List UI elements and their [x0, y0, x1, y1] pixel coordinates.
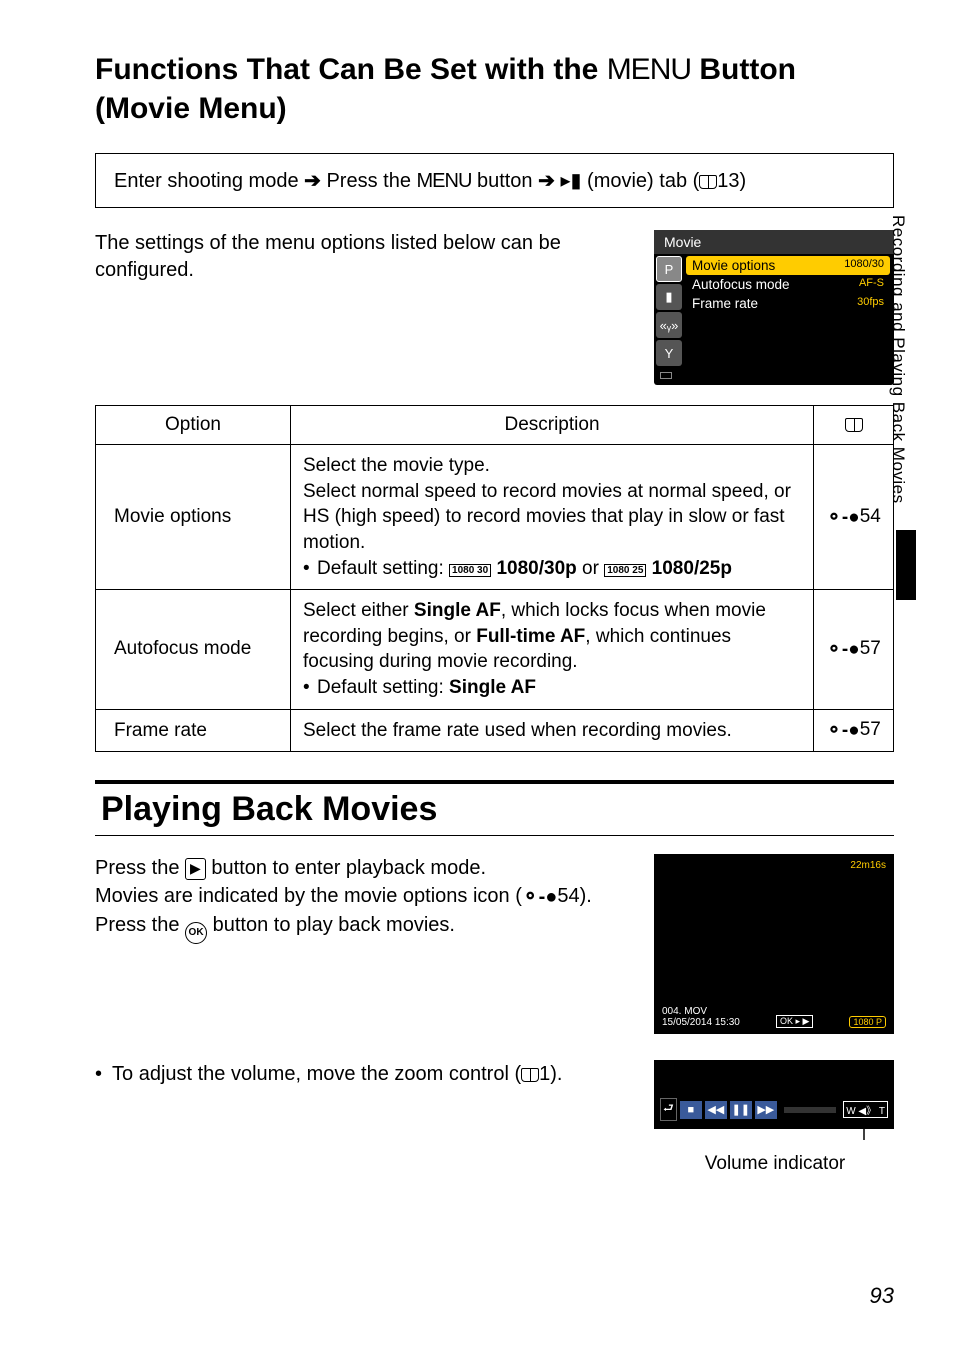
playback-text: Press the ▶ button to enter playback mod… [95, 854, 636, 1034]
forward-icon: ▶▶ [755, 1101, 777, 1119]
col-description: Description [291, 406, 814, 445]
intro-text: The settings of the menu options listed … [95, 230, 634, 385]
progress-bar [784, 1107, 836, 1113]
arrow-icon: ➔ [538, 170, 555, 192]
pause-icon: ❚❚ [730, 1101, 752, 1119]
lcd-ok-play: OK ▸ ▶ [776, 1015, 813, 1028]
table-row: Autofocus mode Select either Single AF, … [96, 590, 894, 710]
menu-row: Autofocus mode AF-S [686, 275, 890, 294]
return-icon: ⮐ [660, 1098, 677, 1121]
menu-tab-wifi: «ᵧ» [656, 312, 682, 338]
menu-tab-setup: Y [656, 340, 682, 366]
page-heading: Functions That Can Be Set with the MENU … [95, 50, 894, 128]
volume-indicator-caption: Volume indicator [650, 1153, 900, 1175]
volume-wt-indicator: W ◀》 T [843, 1101, 888, 1118]
reference-icon: ⚬-● [826, 719, 860, 742]
menu-tab-p: P [656, 256, 682, 282]
instruction-box: Enter shooting mode ➔ Press the MENU but… [95, 153, 894, 208]
col-option: Option [96, 406, 291, 445]
lcd-quality-badge: 1080 P [849, 1016, 886, 1028]
menu-title: Movie [654, 230, 894, 254]
stop-icon: ■ [680, 1101, 702, 1119]
quality-icon: 1080 25 [604, 564, 646, 577]
lcd-timer: 22m16s [850, 860, 886, 871]
bullet-icon: • [95, 1060, 102, 1088]
movie-menu-screenshot: Movie P ▮ «ᵧ» Y Movie options 1080/30 Au… [654, 230, 894, 385]
book-icon [521, 1068, 539, 1082]
table-row: Frame rate Select the frame rate used wh… [96, 709, 894, 752]
rewind-icon: ◀◀ [705, 1101, 727, 1119]
col-reference [814, 406, 894, 445]
volume-lcd-screenshot: ⮐ ■ ◀◀ ❚❚ ▶▶ W ◀》 T [654, 1060, 894, 1129]
book-icon [699, 175, 717, 189]
battery-icon [660, 372, 672, 379]
playback-lcd-screenshot: 22m16s 004. MOV 15/05/2014 15:30 OK ▸ ▶ … [654, 854, 894, 1034]
quality-icon: 1080 30 [449, 564, 491, 577]
side-section-marker [896, 530, 916, 600]
reference-icon: ⚬-● [826, 506, 860, 529]
movie-tab-icon: ▸▮ [560, 170, 581, 192]
menu-tab-strip: P ▮ «ᵧ» Y [654, 254, 684, 368]
options-table: Option Description Movie options Select … [95, 405, 894, 752]
lcd-date: 15/05/2014 15:30 [662, 1017, 740, 1028]
menu-row: Movie options 1080/30 [686, 256, 890, 275]
menu-row: Frame rate 30fps [686, 294, 890, 313]
ok-button-icon: OK [185, 922, 207, 944]
side-section-label: Recording and Playing Back Movies [888, 215, 916, 504]
lcd-sequence: 004. MOV [662, 1006, 740, 1017]
menu-text-icon: MENU [417, 170, 472, 192]
reference-icon: ⚬-● [826, 638, 860, 661]
arrow-icon: ➔ [304, 170, 321, 192]
volume-text: • To adjust the volume, move the zoom co… [95, 1060, 636, 1088]
menu-tab-movie: ▮ [656, 284, 682, 310]
table-row: Movie options Select the movie type. Sel… [96, 445, 894, 590]
menu-text-icon: MENU [607, 53, 691, 86]
section-heading-playback: Playing Back Movies [95, 780, 894, 836]
book-icon [845, 418, 863, 432]
playback-button-icon: ▶ [185, 858, 206, 880]
page-number: 93 [870, 1283, 894, 1309]
reference-icon: ⚬-● [522, 883, 558, 911]
